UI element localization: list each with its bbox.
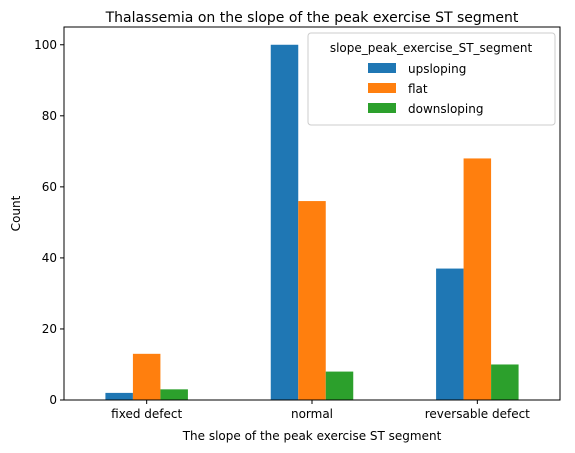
bar-upsloping (436, 268, 464, 400)
y-tick-label: 20 (42, 322, 57, 336)
legend: slope_peak_exercise_ST_segment upsloping… (307, 32, 556, 126)
y-tick-label: 40 (42, 251, 57, 265)
bar-downsloping (491, 364, 519, 400)
bars-group (105, 44, 519, 401)
y-tick-label: 80 (42, 109, 57, 123)
bar-downsloping (325, 371, 354, 400)
y-tick-label: 100 (34, 38, 57, 52)
bar-flat (298, 201, 326, 400)
bar-flat (463, 158, 492, 400)
legend-swatch-downsloping (368, 103, 396, 113)
legend-label: downsloping (408, 102, 483, 116)
chart-title: Thalassemia on the slope of the peak exe… (105, 10, 519, 26)
legend-swatch-flat (368, 83, 396, 93)
x-axis: fixed defect normal reversable defect (111, 400, 530, 421)
bar-flat (132, 353, 161, 400)
y-axis: 0 20 40 60 80 100 (34, 38, 64, 407)
legend-label: flat (408, 82, 428, 96)
x-tick-label: normal (291, 407, 333, 421)
bar-upsloping (270, 44, 299, 401)
bar-downsloping (160, 389, 188, 400)
legend-box (307, 32, 556, 126)
legend-title: slope_peak_exercise_ST_segment (330, 41, 533, 55)
x-tick-label: fixed defect (111, 407, 182, 421)
bar-upsloping (105, 392, 133, 400)
x-tick-label: reversable defect (425, 407, 530, 421)
legend-swatch-upsloping (368, 63, 396, 73)
y-tick-label: 0 (49, 393, 57, 407)
y-tick-label: 60 (42, 180, 57, 194)
y-axis-label: Count (9, 195, 23, 231)
x-axis-label: The slope of the peak exercise ST segmen… (182, 429, 442, 443)
legend-label: upsloping (408, 62, 466, 76)
